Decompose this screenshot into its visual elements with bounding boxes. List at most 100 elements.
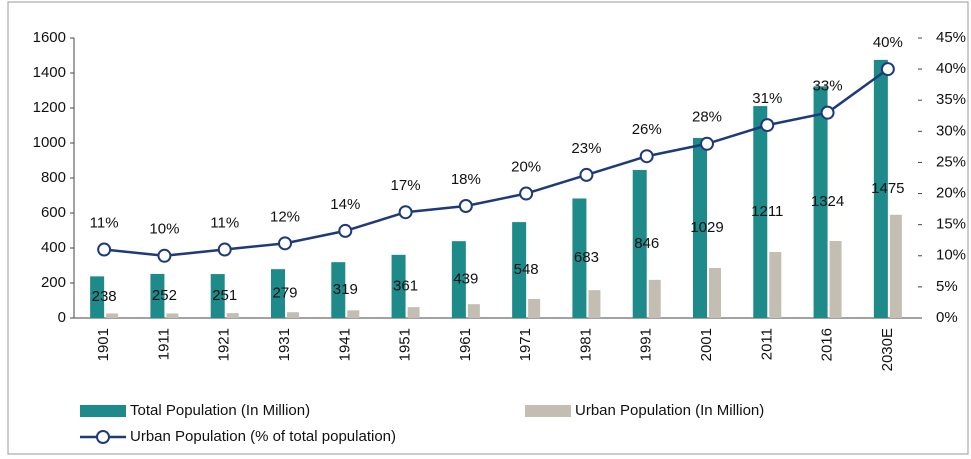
- legend-label: Total Population (In Million): [130, 402, 310, 419]
- y-tick-label: 800: [41, 169, 66, 186]
- line-value-label: 12%: [270, 208, 300, 225]
- bar: [889, 214, 902, 318]
- bar: [528, 298, 541, 318]
- bar-value-label: 439: [453, 271, 478, 288]
- x-tick-label: 2030E: [879, 328, 896, 371]
- line-point: [157, 248, 172, 263]
- bar: [150, 273, 165, 318]
- bar: [709, 267, 721, 318]
- y2-tick-label: 10%: [936, 247, 966, 264]
- bar: [632, 169, 647, 318]
- y-tick-label: 200: [41, 274, 66, 291]
- line-point: [579, 167, 594, 182]
- bar: [588, 290, 601, 318]
- line-point: [760, 118, 775, 133]
- x-tick-label: 1991: [638, 328, 655, 361]
- line-value-label: 28%: [692, 109, 722, 126]
- y-tick-label: 600: [41, 204, 66, 221]
- bar: [873, 59, 888, 318]
- y-tick-label: 1000: [33, 134, 66, 151]
- bar: [210, 274, 225, 318]
- y-tick-label: 0: [58, 309, 66, 326]
- bar-value-label: 279: [272, 285, 297, 302]
- line-point: [338, 223, 353, 238]
- line-point: [97, 242, 112, 257]
- bar: [166, 313, 179, 318]
- bar: [813, 86, 828, 318]
- line-value-label: 31%: [752, 90, 782, 107]
- x-tick-label: 1901: [95, 328, 112, 361]
- bar: [287, 312, 299, 318]
- bar: [226, 313, 239, 318]
- line-point: [880, 62, 895, 77]
- x-tick-label: 1981: [577, 328, 594, 361]
- y2-tick-label: 5%: [936, 278, 958, 295]
- bar-value-label: 846: [634, 235, 659, 252]
- y2-tick-label: 15%: [936, 216, 966, 233]
- line-value-label: 11%: [210, 215, 239, 232]
- bar: [451, 241, 466, 318]
- x-tick-label: 1921: [216, 328, 233, 361]
- bar: [467, 304, 480, 318]
- y2-tick-label: 20%: [936, 185, 966, 202]
- bar-value-label: 1324: [811, 193, 844, 210]
- x-tick-label: 1931: [276, 328, 293, 361]
- line-point: [217, 242, 232, 257]
- bar: [829, 241, 842, 318]
- y2-tick-label: 0%: [936, 309, 958, 326]
- x-tick-label: 1941: [336, 328, 353, 361]
- legend-marker: [96, 430, 110, 444]
- y-tick-label: 1200: [33, 99, 66, 116]
- line: [104, 68, 889, 258]
- bar: [769, 252, 782, 318]
- bar-value-label: 683: [574, 249, 599, 266]
- bar-value-label: 252: [152, 287, 177, 304]
- line-value-label: 14%: [330, 196, 360, 213]
- y2-tick-label: 25%: [936, 153, 966, 170]
- bar: [331, 262, 346, 318]
- bar: [271, 269, 285, 318]
- bar-value-label: 238: [92, 288, 117, 305]
- y2-tick-label: 40%: [936, 60, 966, 77]
- line-value-label: 18%: [451, 171, 481, 188]
- bar: [572, 198, 587, 318]
- frame: [7, 1, 969, 455]
- y2-tick-label: 35%: [936, 91, 966, 108]
- bar: [648, 279, 661, 318]
- bar-value-label: 548: [514, 261, 539, 278]
- y-tick-label: 1400: [33, 64, 66, 81]
- bar: [693, 137, 707, 318]
- bar-value-label: 319: [333, 281, 358, 298]
- x-tick-label: 2016: [819, 328, 836, 361]
- legend-label: Urban Population (% of total population): [130, 428, 396, 445]
- bar-value-label: 1475: [871, 180, 904, 197]
- y2-tick-label: 30%: [936, 122, 966, 139]
- line-value-label: 10%: [149, 221, 179, 238]
- line-point: [519, 186, 534, 201]
- x-tick-label: 2001: [698, 328, 715, 361]
- bar: [391, 254, 406, 318]
- x-tick-label: 2011: [758, 328, 775, 360]
- line-point: [458, 199, 473, 213]
- x-tick-label: 1911: [155, 328, 172, 360]
- bar: [753, 106, 768, 318]
- bar-value-label: 1211: [751, 203, 783, 220]
- bar: [512, 222, 527, 318]
- bar-value-label: 251: [212, 287, 237, 304]
- x-tick-label: 1961: [457, 328, 474, 361]
- line-value-label: 20%: [511, 159, 541, 176]
- line-value-label: 33%: [813, 78, 843, 95]
- legend-label: Urban Population (In Million): [575, 402, 764, 419]
- line-point: [398, 205, 413, 220]
- line-value-label: 17%: [391, 177, 421, 194]
- bar: [407, 307, 420, 318]
- bar: [347, 310, 360, 318]
- legend-swatch: [80, 405, 126, 417]
- x-tick-label: 1951: [397, 328, 414, 361]
- y-tick-label: 400: [41, 239, 66, 256]
- y2-tick-label: 45%: [936, 29, 966, 46]
- x-tick-label: 1971: [517, 328, 534, 361]
- y-tick-label: 1600: [33, 29, 66, 46]
